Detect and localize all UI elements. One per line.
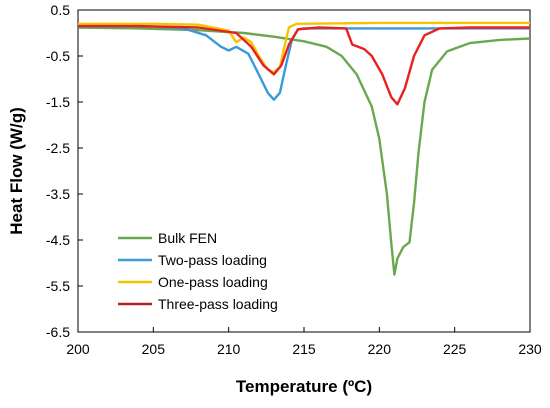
plot-area: [77, 9, 531, 333]
y-tick-label: -1.5: [46, 94, 70, 110]
y-tick-label: -2.5: [46, 140, 70, 156]
x-tick-label: 220: [368, 341, 392, 357]
legend-label-three-pass-loading: Three-pass loading: [158, 296, 278, 312]
legend: Bulk FEN Two-pass loading One-pass loading…: [118, 230, 278, 312]
y-axis-ticks: 0.5 -0.5 -1.5 -2.5 -3.5 -4.5 -5.5 -6.5: [46, 2, 83, 340]
x-tick-label: 230: [518, 341, 542, 357]
series-line-one-pass-loading: [78, 21, 530, 74]
y-tick-label: -0.5: [46, 48, 70, 64]
y-tick-label: -6.5: [46, 324, 70, 340]
y-tick-label: -5.5: [46, 278, 70, 294]
series-line-two-pass-loading: [78, 25, 530, 101]
series-line-three-pass-loading: [78, 24, 530, 106]
x-tick-label: 200: [66, 341, 90, 357]
legend-label-two-pass-loading: Two-pass loading: [158, 252, 267, 268]
series-layer: [77, 21, 531, 276]
y-axis-title: Heat Flow (W/g): [7, 107, 26, 234]
x-tick-label: 215: [292, 341, 316, 357]
series-line-bulk-fen: [77, 26, 531, 276]
x-axis-title: Temperature (ºC): [236, 377, 372, 396]
y-tick-label: -4.5: [46, 232, 70, 248]
x-axis-ticks: 200 205 210 215 220 225 230: [66, 327, 542, 357]
y-tick-label: 0.5: [51, 2, 71, 18]
x-tick-label: 225: [443, 341, 467, 357]
x-tick-label: 205: [142, 341, 166, 357]
x-tick-label: 210: [217, 341, 241, 357]
legend-label-one-pass-loading: One-pass loading: [158, 274, 268, 290]
legend-label-bulk-fen: Bulk FEN: [158, 230, 217, 246]
y-tick-label: -3.5: [46, 186, 70, 202]
